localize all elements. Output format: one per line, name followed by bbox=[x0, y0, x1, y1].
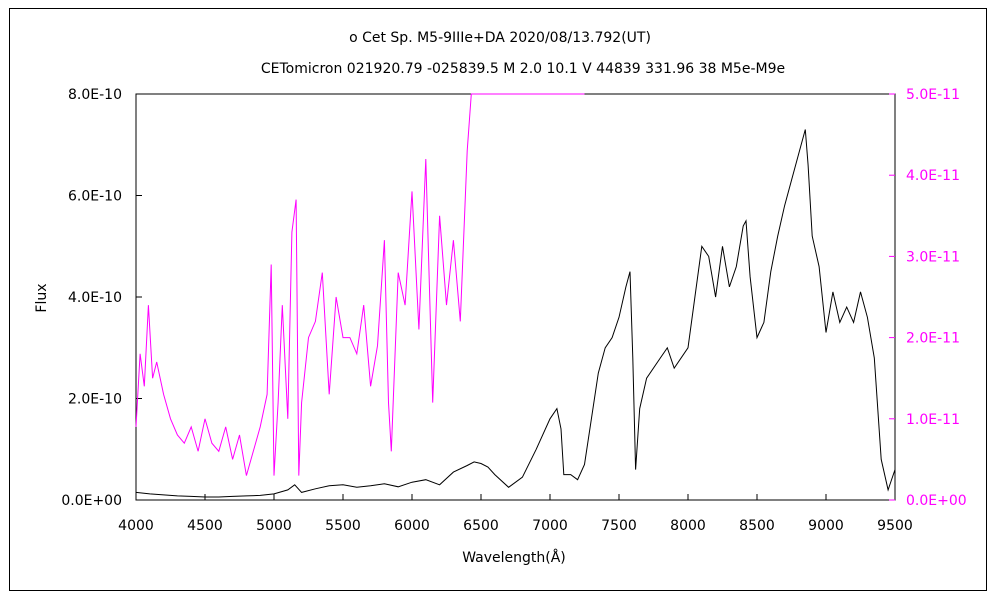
x-tick-label: 5500 bbox=[325, 518, 361, 534]
y-right-tick-label: 1.0E-11 bbox=[906, 412, 960, 428]
x-tick-label: 7500 bbox=[601, 518, 637, 534]
x-tick-label: 8500 bbox=[739, 518, 775, 534]
chart-frame bbox=[9, 8, 987, 591]
x-tick-label: 4000 bbox=[118, 518, 154, 534]
y-right-tick-label: 4.0E-11 bbox=[906, 168, 960, 184]
y-axis-label: Flux bbox=[34, 283, 50, 312]
chart-title: ο Cet Sp. M5-9IIIe+DA 2020/08/13.792(UT) bbox=[349, 30, 651, 46]
x-tick-label: 5000 bbox=[256, 518, 292, 534]
x-tick-label: 4500 bbox=[187, 518, 223, 534]
y-left-tick-label: 4.0E-10 bbox=[68, 290, 122, 306]
x-tick-label: 7000 bbox=[532, 518, 568, 534]
y-right-tick-label: 3.0E-11 bbox=[906, 249, 960, 265]
x-tick-label: 8000 bbox=[670, 518, 706, 534]
y-right-tick-label: 0.0E+00 bbox=[906, 493, 967, 509]
x-tick-label: 6000 bbox=[394, 518, 430, 534]
y-left-tick-label: 2.0E-10 bbox=[68, 392, 122, 408]
spectrum-line-magenta bbox=[135, 93, 585, 476]
y-right-tick-label: 5.0E-11 bbox=[906, 87, 960, 103]
plot-area bbox=[135, 93, 896, 501]
x-tick-label: 6500 bbox=[463, 518, 499, 534]
x-tick-label: 9000 bbox=[808, 518, 844, 534]
y-left-tick-label: 6.0E-10 bbox=[68, 189, 122, 205]
spectrum-line-black bbox=[135, 129, 896, 498]
y-right-tick-label: 2.0E-11 bbox=[906, 331, 960, 347]
x-tick-label: 9500 bbox=[877, 518, 913, 534]
y-left-tick-label: 8.0E-10 bbox=[68, 87, 122, 103]
chart-subtitle: CETomicron 021920.79 -025839.5 M 2.0 10.… bbox=[261, 61, 785, 77]
x-axis-label: Wavelength(Å) bbox=[462, 549, 566, 566]
y-left-tick-label: 0.0E+00 bbox=[61, 493, 122, 509]
